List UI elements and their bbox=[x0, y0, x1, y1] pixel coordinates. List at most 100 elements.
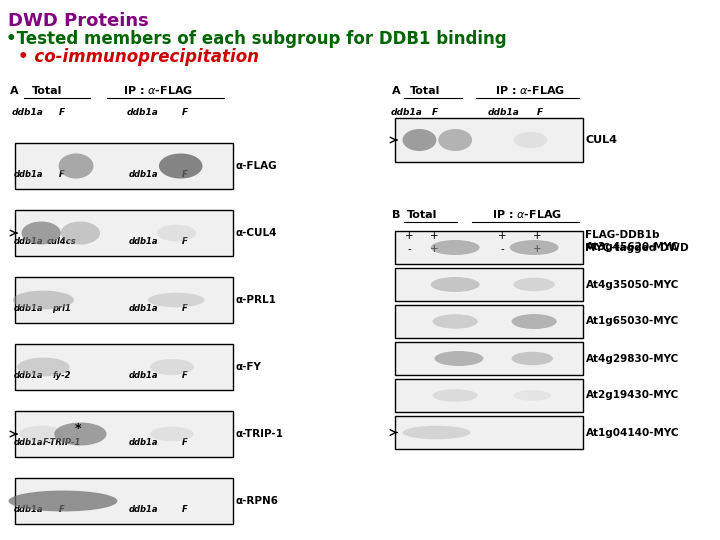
Text: α-PRL1: α-PRL1 bbox=[235, 295, 276, 305]
Text: +: + bbox=[533, 244, 541, 254]
Bar bbox=[15, 344, 233, 390]
Ellipse shape bbox=[511, 352, 553, 365]
Text: α-FLAG: α-FLAG bbox=[235, 161, 276, 171]
Text: α-TRIP-1: α-TRIP-1 bbox=[235, 429, 283, 439]
Text: -: - bbox=[407, 244, 411, 254]
Ellipse shape bbox=[9, 490, 117, 511]
Ellipse shape bbox=[148, 293, 204, 307]
Ellipse shape bbox=[433, 314, 478, 329]
Text: +: + bbox=[405, 231, 413, 241]
Text: ddb1a: ddb1a bbox=[13, 237, 42, 246]
Bar bbox=[15, 277, 233, 323]
Text: F: F bbox=[59, 505, 65, 514]
Text: At2g19430-MYC: At2g19430-MYC bbox=[586, 390, 679, 401]
Text: FLAG-DDB1b: FLAG-DDB1b bbox=[585, 230, 660, 240]
Text: ddb1a: ddb1a bbox=[391, 108, 423, 117]
Ellipse shape bbox=[157, 225, 196, 241]
Text: F: F bbox=[59, 170, 65, 179]
Text: ddb1a: ddb1a bbox=[488, 108, 520, 117]
Bar bbox=[395, 118, 583, 162]
Text: ddb1a: ddb1a bbox=[128, 371, 158, 380]
Ellipse shape bbox=[513, 132, 547, 148]
Text: F: F bbox=[182, 371, 188, 380]
Text: IP : $\alpha$-FLAG: IP : $\alpha$-FLAG bbox=[492, 208, 562, 220]
Text: At3g45620-MYC: At3g45620-MYC bbox=[586, 242, 680, 253]
Ellipse shape bbox=[513, 278, 555, 291]
Ellipse shape bbox=[511, 314, 557, 329]
Text: F: F bbox=[182, 505, 188, 514]
Text: F-TRIP-1: F-TRIP-1 bbox=[42, 438, 81, 447]
Ellipse shape bbox=[13, 291, 74, 309]
Text: cul4cs: cul4cs bbox=[47, 237, 77, 246]
Bar bbox=[15, 210, 233, 256]
Text: ddb1a: ddb1a bbox=[128, 438, 158, 447]
Ellipse shape bbox=[513, 390, 551, 401]
Text: Total: Total bbox=[407, 210, 437, 220]
Text: F: F bbox=[182, 237, 188, 246]
Ellipse shape bbox=[434, 351, 483, 366]
Bar bbox=[395, 231, 583, 264]
Text: ddb1a: ddb1a bbox=[128, 304, 158, 313]
Bar bbox=[15, 478, 233, 524]
Text: A: A bbox=[392, 86, 400, 96]
Ellipse shape bbox=[60, 221, 100, 245]
Text: IP : $\alpha$-FLAG: IP : $\alpha$-FLAG bbox=[495, 84, 565, 96]
Ellipse shape bbox=[159, 153, 202, 179]
Text: *: * bbox=[75, 422, 81, 435]
Text: F: F bbox=[182, 438, 188, 447]
Bar bbox=[15, 411, 233, 457]
Text: ddb1a: ddb1a bbox=[13, 304, 42, 313]
Text: ddb1a: ddb1a bbox=[12, 108, 44, 117]
Text: α-RPN6: α-RPN6 bbox=[235, 496, 278, 506]
Bar bbox=[395, 379, 583, 412]
Text: At1g65030-MYC: At1g65030-MYC bbox=[586, 316, 679, 327]
Ellipse shape bbox=[17, 357, 70, 376]
Text: +: + bbox=[430, 231, 438, 241]
Text: +: + bbox=[498, 231, 506, 241]
Text: prl1: prl1 bbox=[53, 304, 71, 313]
Text: •Tested members of each subgroup for DDB1 binding: •Tested members of each subgroup for DDB… bbox=[6, 30, 507, 48]
Bar bbox=[395, 342, 583, 375]
Text: Total: Total bbox=[32, 86, 62, 96]
Text: F: F bbox=[182, 170, 188, 179]
Text: α-CUL4: α-CUL4 bbox=[235, 228, 276, 238]
Ellipse shape bbox=[438, 129, 472, 151]
Text: CUL4: CUL4 bbox=[585, 135, 617, 145]
Ellipse shape bbox=[58, 153, 94, 179]
Ellipse shape bbox=[54, 422, 107, 446]
Text: α-FY: α-FY bbox=[235, 362, 261, 372]
Text: F: F bbox=[182, 304, 188, 313]
Text: ddb1a: ddb1a bbox=[128, 237, 158, 246]
Bar bbox=[395, 305, 583, 338]
Ellipse shape bbox=[150, 359, 194, 375]
Text: F: F bbox=[59, 108, 65, 117]
Bar bbox=[395, 416, 583, 449]
Text: At4g29830-MYC: At4g29830-MYC bbox=[586, 354, 679, 363]
Text: ddb1a: ddb1a bbox=[13, 505, 42, 514]
Text: B: B bbox=[392, 210, 400, 220]
Text: +: + bbox=[430, 244, 438, 254]
Ellipse shape bbox=[22, 221, 60, 245]
Text: ddb1a: ddb1a bbox=[13, 438, 42, 447]
Text: MYC-tagged DWD: MYC-tagged DWD bbox=[585, 243, 688, 253]
Text: F: F bbox=[537, 108, 543, 117]
Ellipse shape bbox=[431, 277, 480, 292]
Text: A: A bbox=[10, 86, 19, 96]
Text: fy-2: fy-2 bbox=[53, 371, 71, 380]
Text: ddb1a: ddb1a bbox=[128, 505, 158, 514]
Bar bbox=[15, 143, 233, 189]
Text: • co-immunoprecipitation: • co-immunoprecipitation bbox=[18, 48, 259, 66]
Text: ddb1a: ddb1a bbox=[13, 170, 42, 179]
Text: -: - bbox=[500, 244, 504, 254]
Ellipse shape bbox=[402, 426, 470, 439]
Bar bbox=[395, 268, 583, 301]
Text: DWD Proteins: DWD Proteins bbox=[8, 12, 149, 30]
Ellipse shape bbox=[433, 389, 478, 402]
Text: ddb1a: ddb1a bbox=[128, 170, 158, 179]
Text: ddb1a: ddb1a bbox=[13, 371, 42, 380]
Text: F: F bbox=[182, 108, 188, 117]
Ellipse shape bbox=[19, 426, 63, 442]
Text: F: F bbox=[432, 108, 438, 117]
Text: ddb1a: ddb1a bbox=[127, 108, 159, 117]
Text: At1g04140-MYC: At1g04140-MYC bbox=[586, 428, 680, 437]
